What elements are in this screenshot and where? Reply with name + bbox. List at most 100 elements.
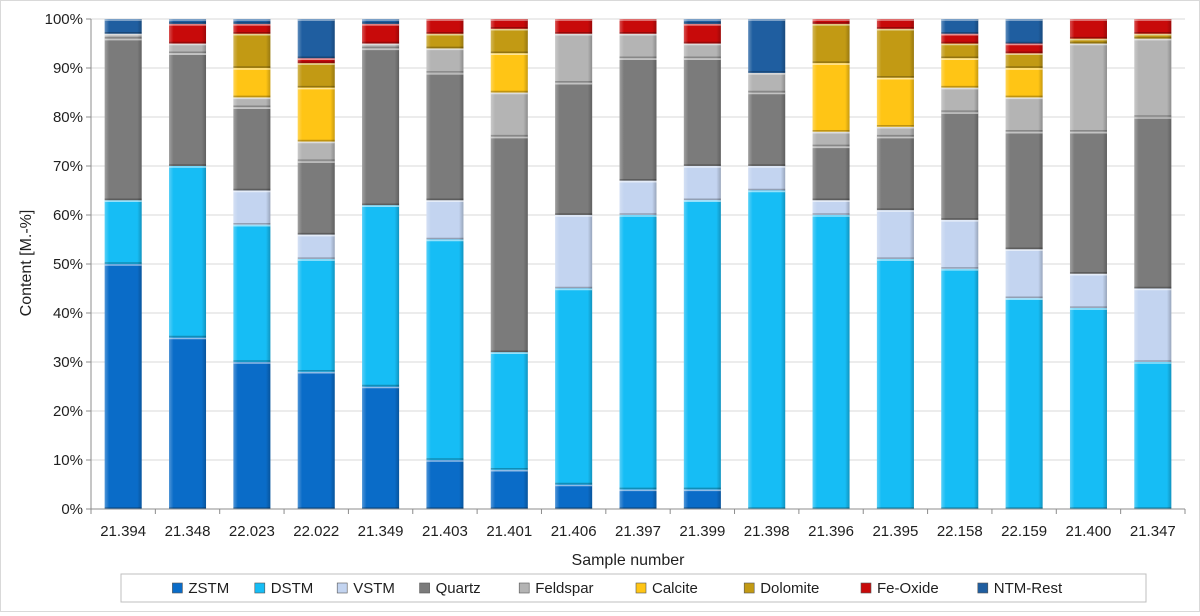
bar-segment-bevel [1005, 249, 1043, 299]
bar-segment [233, 19, 271, 24]
bar-segment [683, 23, 721, 44]
bar-segment [876, 28, 914, 78]
bar-segment-bevel [426, 33, 464, 49]
bar-segment-bevel [1005, 53, 1043, 68]
bar-segment-bevel [490, 19, 528, 29]
legend-swatch [518, 582, 530, 594]
bar-segment-bevel [1069, 308, 1107, 509]
bar-segment-bevel [748, 166, 786, 191]
bar-segment-bevel [876, 210, 914, 260]
bar-segment [426, 33, 464, 49]
bar-segment-bevel [169, 43, 207, 54]
bar-segment [169, 23, 207, 44]
bar-segment [683, 19, 721, 24]
x-tick-label: 22.023 [229, 523, 275, 540]
bar-segment-bevel [1134, 33, 1172, 39]
legend-swatch [977, 582, 989, 594]
bar-segment [619, 58, 657, 181]
x-tick-label: 22.022 [293, 523, 339, 540]
bar-segment-bevel [362, 23, 400, 44]
bar-segment [941, 87, 979, 113]
bar-segment [941, 219, 979, 269]
bar-segment [490, 352, 528, 470]
bar-segment-bevel [812, 19, 850, 24]
bar-segment [297, 161, 335, 235]
bar-segment [297, 259, 335, 372]
legend-label: VSTM [353, 580, 395, 597]
bar-segment [490, 469, 528, 509]
bar-segment-bevel [426, 460, 464, 509]
bar-segment-bevel [748, 72, 786, 93]
bar-segment-bevel [1005, 43, 1043, 54]
bar-segment-bevel [104, 33, 142, 39]
bar-segment [490, 53, 528, 93]
bar-segment-bevel [104, 38, 142, 201]
legend-label: DSTM [271, 580, 314, 597]
bar-segment [490, 19, 528, 29]
bar-segment [297, 58, 335, 64]
bar-segment [297, 87, 335, 142]
bar-segment-bevel [233, 19, 271, 24]
bar-segment-bevel [1069, 273, 1107, 309]
legend-label: Calcite [652, 580, 698, 597]
bar-segment-bevel [876, 126, 914, 137]
bar-segment-bevel [683, 166, 721, 201]
legend-swatch [860, 582, 872, 594]
x-tick-label: 21.396 [808, 523, 854, 540]
bar-segment-bevel [683, 19, 721, 24]
bar-segment-bevel [683, 58, 721, 167]
bar-segment [426, 239, 464, 460]
bar-segment [1069, 38, 1107, 44]
bar-segment [1134, 33, 1172, 39]
bar-segment-bevel [297, 259, 335, 372]
bar-segment [233, 23, 271, 34]
bar-segment [169, 19, 207, 24]
bar-segment [1005, 249, 1043, 299]
bar-segment-bevel [1005, 68, 1043, 98]
legend-label: Feldspar [535, 580, 593, 597]
bar-segment [619, 489, 657, 509]
legend-label: ZSTM [188, 580, 229, 597]
bar-segment-bevel [233, 107, 271, 191]
bar-segment [362, 23, 400, 44]
bar-segment [812, 200, 850, 215]
bar-segment [426, 19, 464, 34]
bar-segment [362, 205, 400, 387]
bar-segment [555, 19, 593, 34]
bar-segment-bevel [490, 92, 528, 137]
x-tick-label: 21.349 [358, 523, 404, 540]
bar-segment [812, 19, 850, 24]
bar-segment [1134, 117, 1172, 289]
bar-segment [169, 166, 207, 338]
bar-segment [233, 224, 271, 362]
bar-segment [555, 215, 593, 289]
bar-segment [812, 63, 850, 132]
bar-segment-bevel [748, 19, 786, 73]
bar-segment-bevel [1069, 38, 1107, 44]
legend-item: ZSTM [172, 580, 229, 597]
bar-segment [812, 146, 850, 201]
bar-segment-bevel [233, 33, 271, 68]
bar-segment-bevel [297, 371, 335, 509]
bar-segment [297, 371, 335, 509]
bar-segment [1134, 362, 1172, 509]
bar-segment [683, 43, 721, 59]
bar-segment [1005, 97, 1043, 132]
axes: 0% 10% 20% 30% 40% 50% 60% 70% 80% 90% 100% 21.394 2… [45, 11, 1186, 540]
bar-segment-bevel [233, 97, 271, 108]
bar-segment [1069, 43, 1107, 132]
x-tick-label: 21.348 [165, 523, 211, 540]
bar-segment [619, 180, 657, 215]
bar-segment-bevel [490, 53, 528, 93]
bar-segment-bevel [555, 288, 593, 485]
bar-segment [683, 489, 721, 509]
bar-segment [876, 77, 914, 127]
legend-item: VSTM [336, 580, 395, 597]
bar-segment-bevel [941, 33, 979, 44]
bar-segment-bevel [1134, 117, 1172, 289]
bar-segment [233, 362, 271, 509]
bar-segment [490, 136, 528, 353]
bar-segment [426, 460, 464, 509]
bar-segment-bevel [297, 141, 335, 162]
